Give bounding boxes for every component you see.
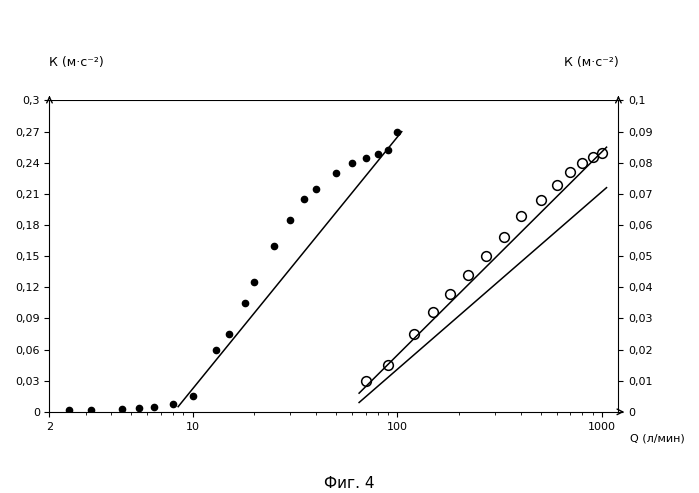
- Text: Фиг. 4: Фиг. 4: [324, 476, 375, 491]
- Text: К (м·с⁻²): К (м·с⁻²): [563, 56, 619, 70]
- Text: Q (л/мин): Q (л/мин): [630, 434, 684, 444]
- Text: К (м·с⁻²): К (м·с⁻²): [50, 56, 104, 70]
